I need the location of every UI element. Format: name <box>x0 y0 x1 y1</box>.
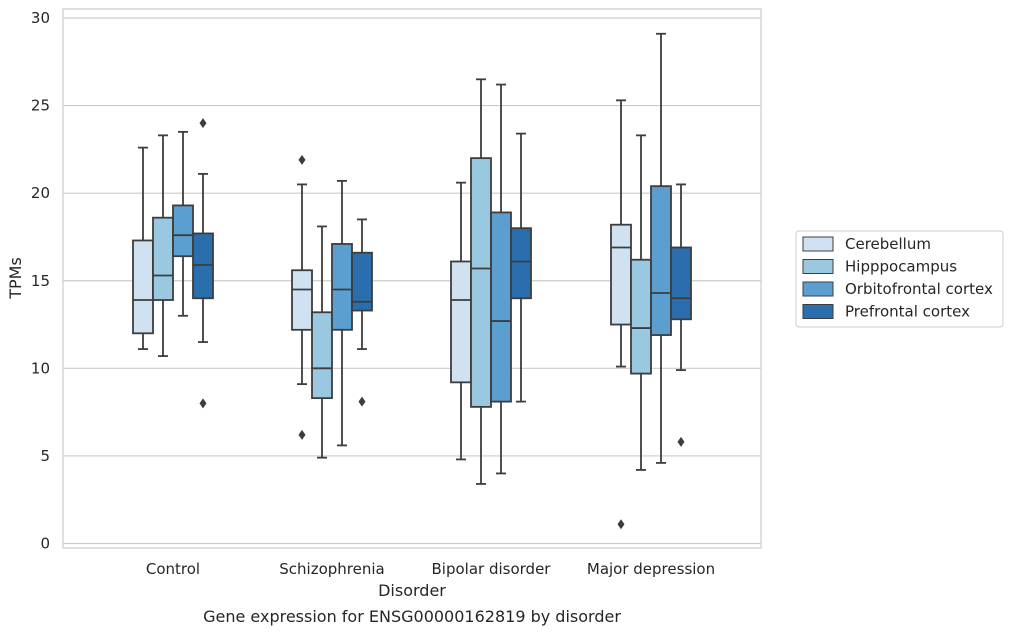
box-prefrontal-cortex <box>510 132 532 403</box>
box-iqr <box>331 243 353 331</box>
legend: Cerebellum Hipppocampus Orbitofrontal cort… <box>795 230 1004 328</box>
x-tick-label: Control <box>146 560 200 578</box>
x-axis-label: Disorder <box>378 581 446 600</box>
y-tick-label: 5 <box>40 447 50 465</box>
y-tick-label: 20 <box>31 184 50 202</box>
box-hipppocampus <box>470 78 492 485</box>
box-hipppocampus <box>311 225 333 459</box>
y-tick-labels: 0 5 10 15 20 25 30 <box>31 9 50 553</box>
legend-label: Hipppocampus <box>845 258 957 276</box>
box-iqr <box>610 223 632 326</box>
box-hipppocampus <box>630 134 652 471</box>
box-iqr <box>510 227 532 300</box>
box-orbitofrontal-cortex <box>172 130 194 317</box>
legend-swatch <box>802 304 834 319</box>
box-cerebellum <box>610 99 632 530</box>
box-iqr <box>311 311 333 400</box>
legend-swatch <box>802 236 834 252</box>
legend-label: Cerebellum <box>845 235 931 253</box>
plot-area-frame <box>62 8 762 549</box>
box-iqr <box>132 239 154 335</box>
box-iqr <box>470 157 492 408</box>
chart-caption: Gene expression for ENSG00000162819 by d… <box>203 607 621 626</box>
box-orbitofrontal-cortex <box>331 180 353 447</box>
y-tick-label: 10 <box>31 359 50 377</box>
y-tick-label: 0 <box>40 535 50 553</box>
x-tick-label: Major depression <box>587 560 715 578</box>
x-tick-label: Bipolar disorder <box>432 560 552 578</box>
box-cerebellum <box>132 146 154 350</box>
box-orbitofrontal-cortex <box>490 83 512 475</box>
box-hipppocampus <box>152 134 174 357</box>
legend-swatch <box>802 281 834 297</box>
box-iqr <box>152 216 174 301</box>
box-iqr <box>670 246 692 321</box>
outlier-marker <box>298 154 306 165</box>
box-cerebellum <box>291 154 313 440</box>
box-prefrontal-cortex <box>351 218 373 407</box>
legend-items: Cerebellum Hipppocampus Orbitofrontal cort… <box>802 235 993 321</box>
y-tick-label: 25 <box>31 97 50 115</box>
outlier-marker <box>199 398 207 409</box>
x-tick-labels: Control Schizophrenia Bipolar disorder Majo… <box>146 560 715 578</box>
box-iqr <box>450 260 472 384</box>
outlier-marker <box>298 429 306 440</box>
box-iqr <box>650 185 672 336</box>
boxes <box>132 32 692 530</box>
legend-label: Prefrontal cortex <box>845 303 970 321</box>
box-iqr <box>172 204 194 258</box>
legend-frame <box>795 230 1004 328</box>
y-tick-label: 30 <box>31 9 50 27</box>
box-iqr <box>291 269 313 331</box>
box-iqr <box>351 251 373 312</box>
box-cerebellum <box>450 181 472 461</box>
outlier-marker <box>677 436 685 447</box>
legend-label: Orbitofrontal cortex <box>845 280 993 298</box>
box-iqr <box>630 258 652 375</box>
y-axis-label: TPMs <box>6 257 25 300</box>
y-tick-label: 15 <box>31 272 50 290</box>
x-tick-label: Schizophrenia <box>279 560 384 578</box>
box-prefrontal-cortex <box>192 118 214 409</box>
gridlines <box>63 17 761 545</box>
outlier-marker <box>199 118 207 129</box>
outlier-marker <box>358 396 366 407</box>
box-orbitofrontal-cortex <box>650 32 672 464</box>
outlier-marker <box>617 519 625 530</box>
legend-swatch <box>802 259 834 274</box>
box-iqr <box>490 211 512 403</box>
box-prefrontal-cortex <box>670 183 692 447</box>
